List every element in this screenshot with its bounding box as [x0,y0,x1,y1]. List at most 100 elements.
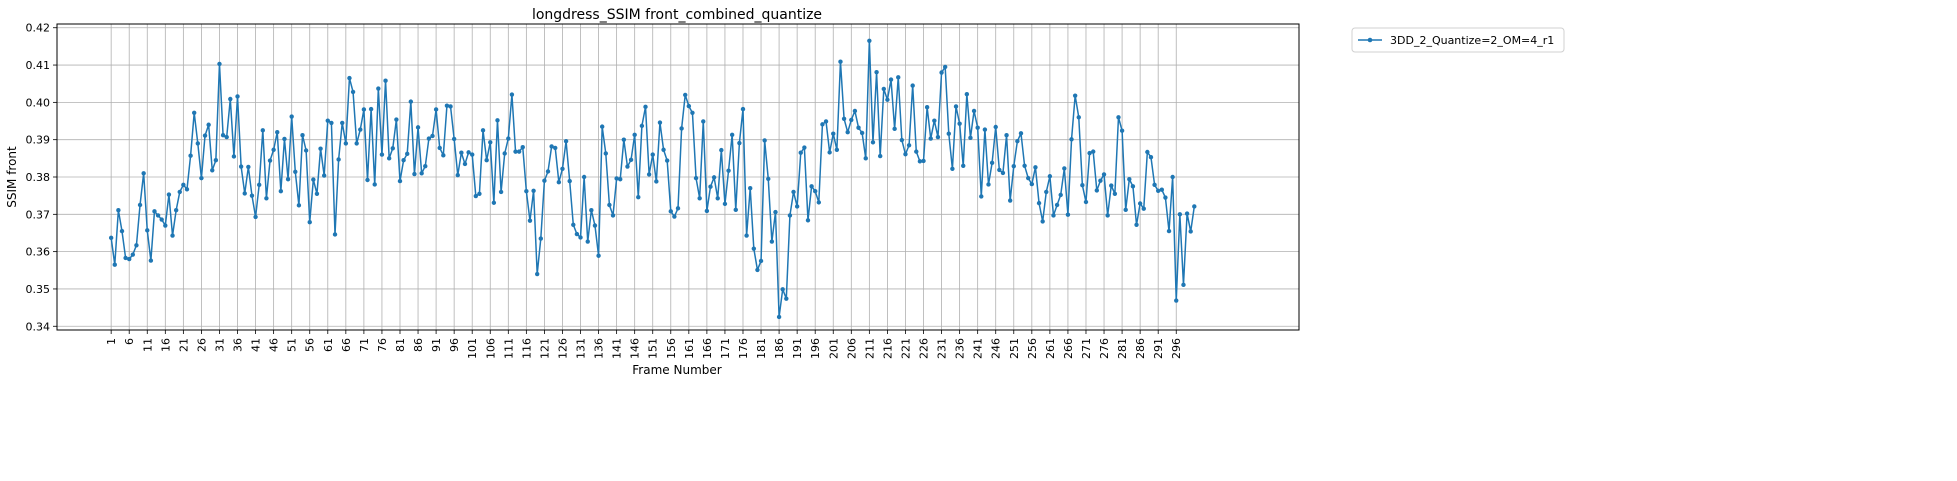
data-point [592,223,598,228]
data-point [603,151,608,156]
data-point [639,123,645,129]
data-point [715,196,720,201]
data-point [903,152,908,157]
data-point [524,188,529,194]
x-tick-label: 116 [520,338,533,359]
data-point [1112,191,1118,196]
y-axis: 0.34 0.35 0.36 0.37 0.38 0.39 0.40 0.41 0.42 [26,22,57,333]
data-point [614,176,619,181]
x-tick-label: 96 [448,338,461,352]
data-point [347,75,352,81]
data-point [932,118,937,123]
data-point [235,94,240,99]
x-tick-label: 176 [737,338,750,359]
data-point [372,182,377,187]
data-point [137,202,143,208]
data-point [997,167,1002,173]
data-point [108,235,114,241]
legend-marker-swatch [1367,37,1373,43]
x-tick-label: 121 [538,338,551,359]
data-point [845,130,850,135]
data-point [253,214,258,220]
y-tick-label: 0.38 [26,171,51,184]
data-point [914,149,919,154]
data-point [289,114,294,119]
data-point [589,208,594,213]
y-tick-label: 0.41 [26,59,51,72]
data-point [491,200,497,205]
data-point [1177,212,1183,217]
data-point [852,108,858,114]
data-point [599,124,605,129]
data-point [697,196,702,201]
data-point [1087,150,1092,156]
data-point [708,184,713,189]
data-point [1145,149,1150,155]
data-point [498,189,504,195]
x-tick-label: 161 [683,338,696,359]
x-tick-label: 76 [376,338,389,352]
y-tick-label: 0.35 [26,283,51,296]
x-tick-label: 216 [881,338,894,359]
x-tick-label: 86 [412,338,425,352]
x-tick-label: 126 [556,338,569,359]
data-point [1155,188,1161,194]
data-point [307,219,312,225]
data-point [1022,163,1027,168]
data-point [1098,178,1103,183]
data-point [188,153,193,158]
legend-box [1351,27,1565,53]
x-tick-label: 136 [593,338,606,359]
x-tick-label: 46 [268,338,281,352]
y-tick-label: 0.36 [26,246,51,259]
data-point [246,164,251,170]
data-point [628,157,634,163]
data-point [545,169,551,174]
x-tick-label: 41 [250,338,263,352]
data-point [668,209,673,214]
data-point [636,194,641,200]
data-point [946,131,951,136]
data-point [849,117,854,123]
data-point [607,202,612,208]
data-point [751,246,757,251]
data-point [646,172,652,177]
data-point [701,119,706,124]
data-point [881,86,886,92]
data-point [971,108,977,114]
x-tick-label: 1 [105,338,118,345]
y-axis-label: SSIM front [5,146,19,208]
data-point [513,149,518,154]
data-point [141,171,146,176]
data-point [394,117,399,122]
data-point [462,161,468,167]
data-point [145,228,150,233]
data-point [177,189,182,195]
x-tick-label: 231 [936,338,949,359]
data-point [773,209,778,215]
data-point [989,160,995,166]
data-point [127,256,132,262]
data-point [1000,170,1006,176]
data-point [1094,188,1100,193]
data-point [961,163,966,168]
data-point [542,178,547,183]
data-point [563,138,569,144]
data-point [1083,199,1089,205]
data-point [260,128,265,133]
data-point [556,180,562,185]
data-point [538,236,543,241]
data-point [766,176,771,182]
data-point [1166,228,1172,234]
data-point [1174,298,1179,303]
data-point [441,153,446,158]
chart-title: longdress_SSIM front_combined_quantize [532,7,822,23]
data-point [758,258,764,264]
data-point [1101,172,1107,177]
data-point [484,158,489,163]
x-axis: 1 6 11 16 21 26 31 36 41 46 51 56 61 66 71 76 81 86 91 96 10… [105,330,1183,359]
data-point [184,187,190,192]
data-point [679,126,684,131]
x-tick-label: 151 [647,338,660,359]
data-point [228,96,233,102]
